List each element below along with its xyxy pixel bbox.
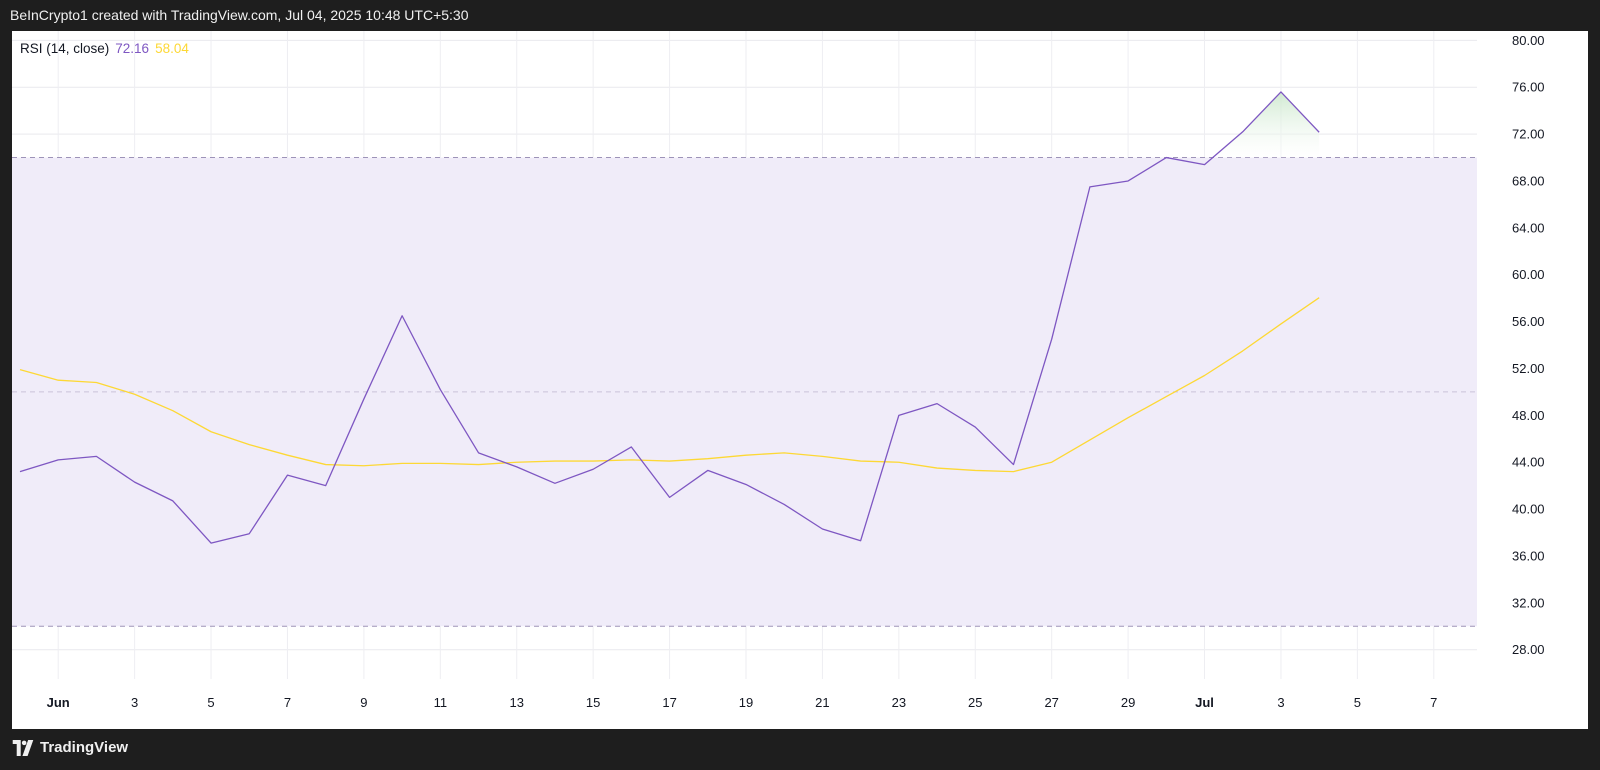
x-tick-label: Jul bbox=[1195, 695, 1214, 710]
legend-ma-value: 58.04 bbox=[155, 41, 189, 56]
x-tick-label: Jun bbox=[47, 695, 70, 710]
chart-area[interactable]: 80.00 76.00 72.00 68.00 64.00 60.00 56.00 52.00… bbox=[12, 31, 1588, 729]
y-tick-label: 48.00 bbox=[1512, 408, 1545, 423]
y-tick-label: 56.00 bbox=[1512, 314, 1545, 329]
y-tick-label: 44.00 bbox=[1512, 455, 1545, 470]
tradingview-logo[interactable]: TradingView bbox=[12, 739, 128, 756]
rsi-line bbox=[19, 91, 1320, 544]
header-bar: BeInCrypto1 created with TradingView.com… bbox=[0, 0, 1600, 31]
x-tick-label: 27 bbox=[1044, 695, 1058, 710]
y-tick-label: 28.00 bbox=[1512, 642, 1545, 657]
x-tick-label: 15 bbox=[586, 695, 600, 710]
x-tick-label: 3 bbox=[131, 695, 138, 710]
y-tick-label: 52.00 bbox=[1512, 361, 1545, 376]
y-tick-label: 76.00 bbox=[1512, 80, 1545, 95]
x-tick-label: 5 bbox=[207, 695, 214, 710]
x-tick-label: 21 bbox=[815, 695, 829, 710]
y-tick-label: 60.00 bbox=[1512, 267, 1545, 282]
y-tick-label: 72.00 bbox=[1512, 127, 1545, 142]
x-tick-label: 23 bbox=[892, 695, 906, 710]
x-tick-label: 13 bbox=[510, 695, 524, 710]
y-tick-label: 36.00 bbox=[1512, 548, 1545, 563]
x-tick-label: 9 bbox=[360, 695, 367, 710]
x-tick-label: 29 bbox=[1121, 695, 1135, 710]
y-tick-label: 80.00 bbox=[1512, 33, 1545, 48]
x-tick-label: 7 bbox=[1430, 695, 1437, 710]
rsi-chart[interactable]: 80.00 76.00 72.00 68.00 64.00 60.00 56.00 52.00… bbox=[12, 31, 1588, 729]
header-text: BeInCrypto1 created with TradingView.com… bbox=[10, 7, 469, 23]
brand-text: TradingView bbox=[40, 739, 129, 756]
footer-bar: TradingView bbox=[0, 729, 1600, 770]
x-axis: Jun 3 5 7 9 11 13 15 17 19 21 23 25 27 29 Jul 3 5 7 bbox=[47, 695, 1438, 710]
x-tick-label: 17 bbox=[662, 695, 676, 710]
x-tick-label: 19 bbox=[739, 695, 753, 710]
y-tick-label: 40.00 bbox=[1512, 502, 1545, 517]
x-tick-label: 5 bbox=[1354, 695, 1361, 710]
legend-rsi-value: 72.16 bbox=[115, 41, 150, 56]
rsi-bands bbox=[12, 157, 1477, 627]
y-tick-label: 68.00 bbox=[1512, 173, 1545, 188]
y-axis: 80.00 76.00 72.00 68.00 64.00 60.00 56.00 52.00… bbox=[1512, 33, 1545, 657]
y-tick-label: 32.00 bbox=[1512, 595, 1545, 610]
y-tick-label: 64.00 bbox=[1512, 220, 1545, 235]
x-tick-label: 7 bbox=[284, 695, 291, 710]
x-tick-label: 11 bbox=[434, 695, 448, 710]
legend-label: RSI (14, close) bbox=[20, 41, 110, 56]
series-lines bbox=[19, 91, 1320, 544]
x-tick-label: 3 bbox=[1277, 695, 1284, 710]
overbought-fill bbox=[1212, 91, 1320, 158]
x-tick-label: 25 bbox=[968, 695, 982, 710]
indicator-legend[interactable]: RSI (14, close) 72.16 58.04 bbox=[20, 41, 189, 56]
ma-line bbox=[19, 297, 1320, 473]
tradingview-icon bbox=[12, 739, 34, 756]
